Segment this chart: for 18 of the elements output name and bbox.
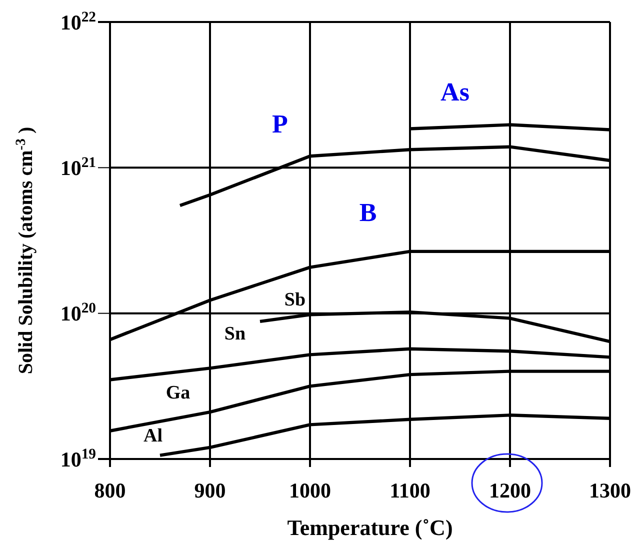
series-label: Sn <box>224 324 246 345</box>
y-tick-label: 10$^{19}$ <box>60 446 96 472</box>
series-label: P <box>272 109 288 138</box>
series-label: As <box>440 77 470 106</box>
x-tick-label: 800 <box>94 478 126 502</box>
x-tick-label: 1200 <box>489 478 531 502</box>
x-axis-title: Temperature (˚C) <box>287 515 453 540</box>
x-tick-label: 1000 <box>289 478 331 502</box>
x-tick-label: 1300 <box>589 478 631 502</box>
x-tick-label: 900 <box>194 478 226 502</box>
series-label: B <box>359 198 377 228</box>
series-label: Al <box>144 425 162 446</box>
series-label: Sb <box>284 290 306 311</box>
series-label: Ga <box>166 382 191 404</box>
y-tick-label: 10$^{21}$ <box>60 155 96 180</box>
x-tick-label: 1100 <box>390 478 430 502</box>
y-tick-label: 10$^{20}$ <box>60 300 96 326</box>
y-tick-label: 10$^{22}$ <box>60 9 96 34</box>
